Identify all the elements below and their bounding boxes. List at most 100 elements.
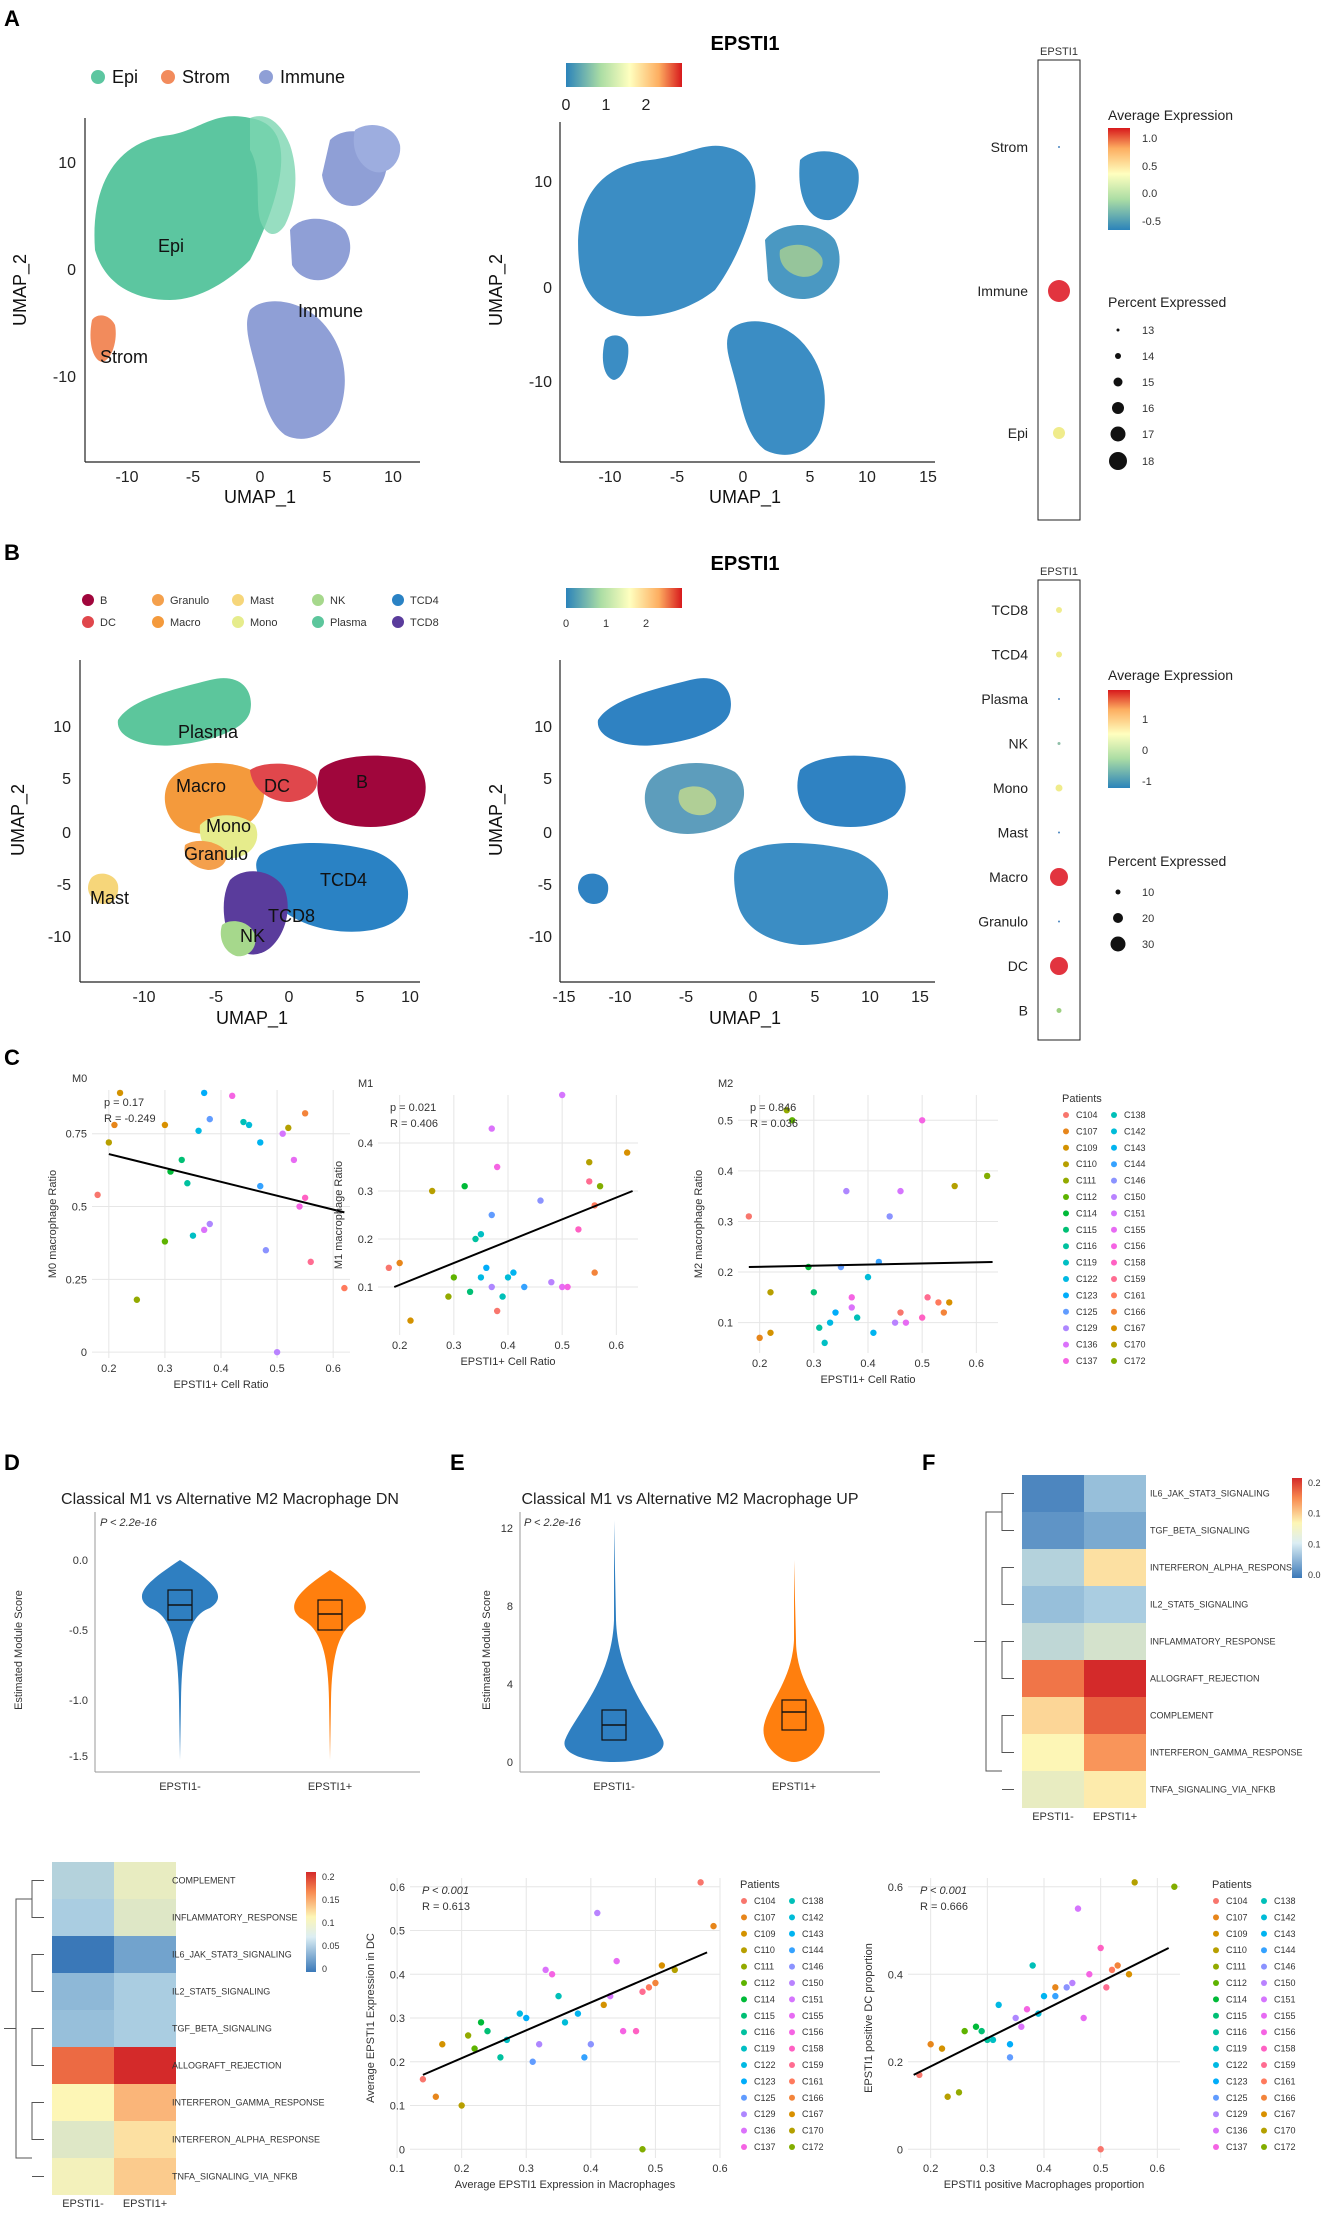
heatmap-row-label: IL2_STAT5_SIGNALING: [1150, 1600, 1248, 1610]
tick-y: 8: [507, 1601, 513, 1613]
data-point: [745, 1213, 753, 1220]
data-point: [472, 1235, 479, 1243]
data-point: [301, 1110, 309, 1117]
legend-label: C123: [1226, 2076, 1248, 2086]
tick-x: 0.6: [1150, 2163, 1165, 2175]
scatter-dc-vs-macro-proportion: 0.2 0.3 0.4 0.5 0.6 0 0.2 0.4 0.6 P < 0.001 R = 0.…: [863, 1878, 1180, 2191]
legend-swatch: [1213, 1963, 1219, 1970]
legend-swatch: [1261, 1963, 1267, 1970]
legend-swatch: [1111, 1194, 1117, 1200]
legend-swatch: [1261, 2078, 1267, 2085]
axis-label-y: Estimated Module Score: [481, 1590, 493, 1710]
data-point: [918, 1117, 926, 1124]
legend-label: C125: [1076, 1307, 1098, 1317]
tick-x: -10: [598, 469, 621, 486]
legend-swatch: [1213, 2094, 1219, 2101]
data-point: [697, 1879, 704, 1886]
dotplot-row-label: B: [1019, 1003, 1028, 1019]
tick-x: 0.4: [213, 1363, 228, 1375]
heatmap-scale-tick: 0.1: [322, 1918, 335, 1928]
panel-a-umap-clusters: Epi Immune Strom: [84, 116, 420, 463]
legend-label: C161: [1274, 2076, 1296, 2086]
legend-swatch: [1111, 1325, 1117, 1332]
stat-p: p = 0.17: [104, 1097, 144, 1109]
tick-x: 0.6: [326, 1363, 341, 1375]
pvalue-text: P < 2.2e-16: [524, 1517, 582, 1529]
data-point: [1125, 1971, 1133, 1978]
pct-value: 20: [1142, 913, 1154, 925]
immune-cluster-blob-3: [353, 125, 401, 173]
dotplot-row-label: Plasma: [981, 691, 1028, 707]
legend-label: C158: [1124, 1258, 1146, 1268]
heatmap-scale-tick: 0.1: [1308, 1539, 1321, 1549]
strom-cluster-blob: [90, 315, 116, 362]
legend-label: C111: [1076, 1176, 1096, 1186]
tick-x: 15: [911, 989, 929, 1006]
patients-legend-bottom-1: Patients C104 C107 C109 C110 C111 C112 C114 C115…: [740, 1879, 824, 2152]
legend-swatch: [741, 2111, 747, 2118]
tick-x: 5: [806, 469, 815, 486]
data-point: [493, 1163, 501, 1171]
legend-label: C150: [802, 1978, 824, 1988]
data-point: [555, 1992, 562, 2000]
heatmap-row-label: IL6_JAK_STAT3_SIGNALING: [172, 1950, 292, 1960]
panel-e-title: Classical M1 vs Alternative M2 Macrophag…: [521, 1491, 858, 1508]
tick-y: 0: [543, 825, 552, 842]
legend-swatch: [1261, 2144, 1267, 2150]
legend-swatch: [1111, 1341, 1117, 1348]
legend-label: C167: [1274, 2109, 1296, 2119]
panel-label-a: A: [4, 6, 20, 31]
data-point: [477, 2019, 485, 2026]
heatmap-cell: [114, 1936, 176, 1973]
tick-y: 0: [543, 280, 552, 297]
group-label: EPSTI1-: [593, 1781, 635, 1793]
heatmap-row-label: IL2_STAT5_SIGNALING: [172, 1987, 270, 1997]
data-point: [488, 1211, 495, 1219]
tick-y: 0.75: [66, 1129, 87, 1141]
heatmap-row-label: IL6_JAK_STAT3_SIGNALING: [1150, 1489, 1270, 1499]
legend-label: C119: [754, 2044, 775, 2054]
tick-x: 0: [739, 469, 748, 486]
data-point: [902, 1319, 910, 1326]
heatmap-scale-tick: 0.05: [322, 1941, 340, 1951]
data-point: [466, 1288, 474, 1296]
legend-swatch: [1063, 1144, 1069, 1151]
legend-label: C107: [754, 1912, 776, 1922]
data-point: [978, 2027, 985, 2035]
legend-label: C172: [802, 2142, 824, 2152]
data-point: [821, 1339, 828, 1347]
legend-label: C109: [1226, 1929, 1248, 1939]
data-point: [1074, 1905, 1082, 1912]
tick-x: 0.6: [712, 2163, 727, 2175]
data-point: [105, 1139, 113, 1146]
tick-y: 0.2: [358, 1234, 373, 1246]
tick-y: -5: [57, 877, 71, 894]
legend-label: C104: [754, 1896, 776, 1906]
legend-swatch: [1261, 2111, 1267, 2118]
colorbar-tick: 0: [563, 618, 569, 630]
tick-x: 0.2: [101, 1363, 116, 1375]
legend-swatch: [1063, 1358, 1069, 1364]
immune-cluster-blob-1: [290, 218, 351, 281]
data-point: [574, 2010, 582, 2017]
legend-swatch: [1063, 1194, 1069, 1200]
legend-swatch: [82, 594, 94, 606]
tick-y: 0.4: [358, 1138, 373, 1150]
panel-a-right-axes-text: -10 -5 0 5 10 15 10 0 -10 UMAP_1 UMAP_2: [486, 174, 937, 508]
legend-label-strom: Strom: [182, 67, 230, 87]
dot-tcd8: [1056, 607, 1062, 613]
cluster-label: Mono: [206, 816, 251, 836]
heatmap-cell: [1084, 1771, 1146, 1808]
legend-label: C107: [1076, 1126, 1098, 1136]
legend-swatch: [1063, 1243, 1069, 1250]
data-point: [596, 1183, 604, 1190]
legend-swatch: [741, 1996, 747, 2003]
tick-y: 0.4: [888, 1969, 903, 1981]
legend-swatch: [1063, 1259, 1069, 1266]
heatmap-cell: [1022, 1771, 1084, 1808]
heatmap-cell: [1022, 1623, 1084, 1660]
legend-swatch: [1063, 1341, 1069, 1348]
dendrogram-branch: [985, 1511, 1002, 1772]
data-point: [639, 1988, 646, 1995]
